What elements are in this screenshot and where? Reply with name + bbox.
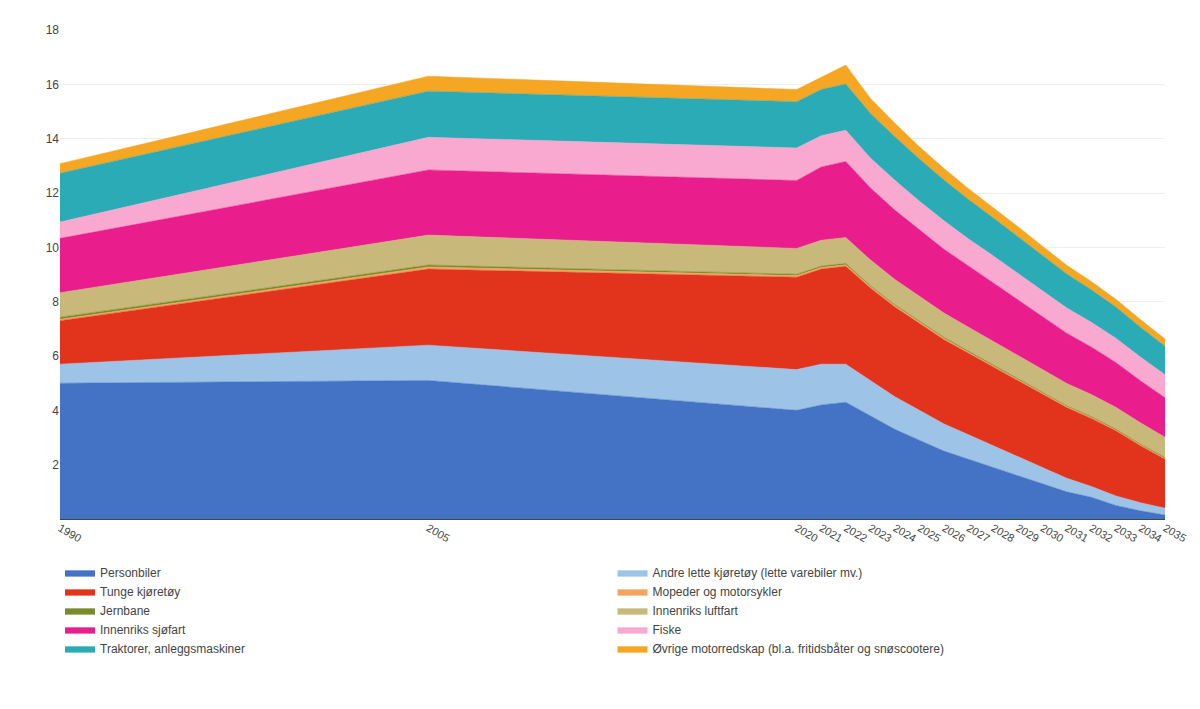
- svg-text:8: 8: [52, 295, 59, 309]
- svg-text:2033: 2033: [1112, 522, 1139, 545]
- svg-text:Tunge kjøretøy: Tunge kjøretøy: [100, 585, 180, 599]
- svg-text:2005: 2005: [425, 522, 452, 545]
- svg-text:10: 10: [46, 241, 60, 255]
- svg-text:Traktorer, anleggsmaskiner: Traktorer, anleggsmaskiner: [100, 642, 245, 656]
- svg-text:Personbiler: Personbiler: [100, 566, 161, 580]
- svg-text:2025: 2025: [916, 522, 943, 545]
- svg-text:Fiske: Fiske: [653, 623, 682, 637]
- svg-text:2029: 2029: [1014, 522, 1041, 545]
- svg-text:2: 2: [52, 458, 59, 472]
- svg-text:Jernbane: Jernbane: [100, 604, 150, 618]
- svg-text:2032: 2032: [1088, 522, 1115, 545]
- svg-text:4: 4: [52, 404, 59, 418]
- svg-text:2034: 2034: [1137, 522, 1164, 545]
- svg-text:2035: 2035: [1161, 522, 1188, 545]
- svg-text:2028: 2028: [989, 522, 1016, 545]
- svg-text:2030: 2030: [1038, 522, 1065, 545]
- svg-text:Andre lette kjøretøy (lette va: Andre lette kjøretøy (lette varebiler mv…: [653, 566, 863, 580]
- svg-text:6: 6: [52, 349, 59, 363]
- svg-text:2026: 2026: [940, 522, 967, 545]
- svg-text:16: 16: [46, 78, 60, 92]
- svg-text:2027: 2027: [965, 522, 992, 545]
- svg-text:2023: 2023: [867, 522, 894, 545]
- svg-text:2024: 2024: [891, 522, 918, 545]
- svg-text:2031: 2031: [1063, 522, 1090, 545]
- svg-text:2021: 2021: [817, 522, 844, 545]
- svg-text:2022: 2022: [842, 522, 869, 545]
- svg-text:14: 14: [46, 132, 60, 146]
- svg-text:18: 18: [46, 23, 60, 37]
- svg-text:Øvrige motorredskap (bl.a. fri: Øvrige motorredskap (bl.a. fritidsbåter …: [653, 642, 944, 656]
- svg-text:Mopeder og motorsykler: Mopeder og motorsykler: [653, 585, 782, 599]
- svg-text:Innenriks luftfart: Innenriks luftfart: [653, 604, 739, 618]
- svg-text:12: 12: [46, 186, 60, 200]
- svg-text:1990: 1990: [56, 522, 83, 545]
- svg-text:Innenriks sjøfart: Innenriks sjøfart: [100, 623, 186, 637]
- svg-text:2020: 2020: [793, 522, 820, 545]
